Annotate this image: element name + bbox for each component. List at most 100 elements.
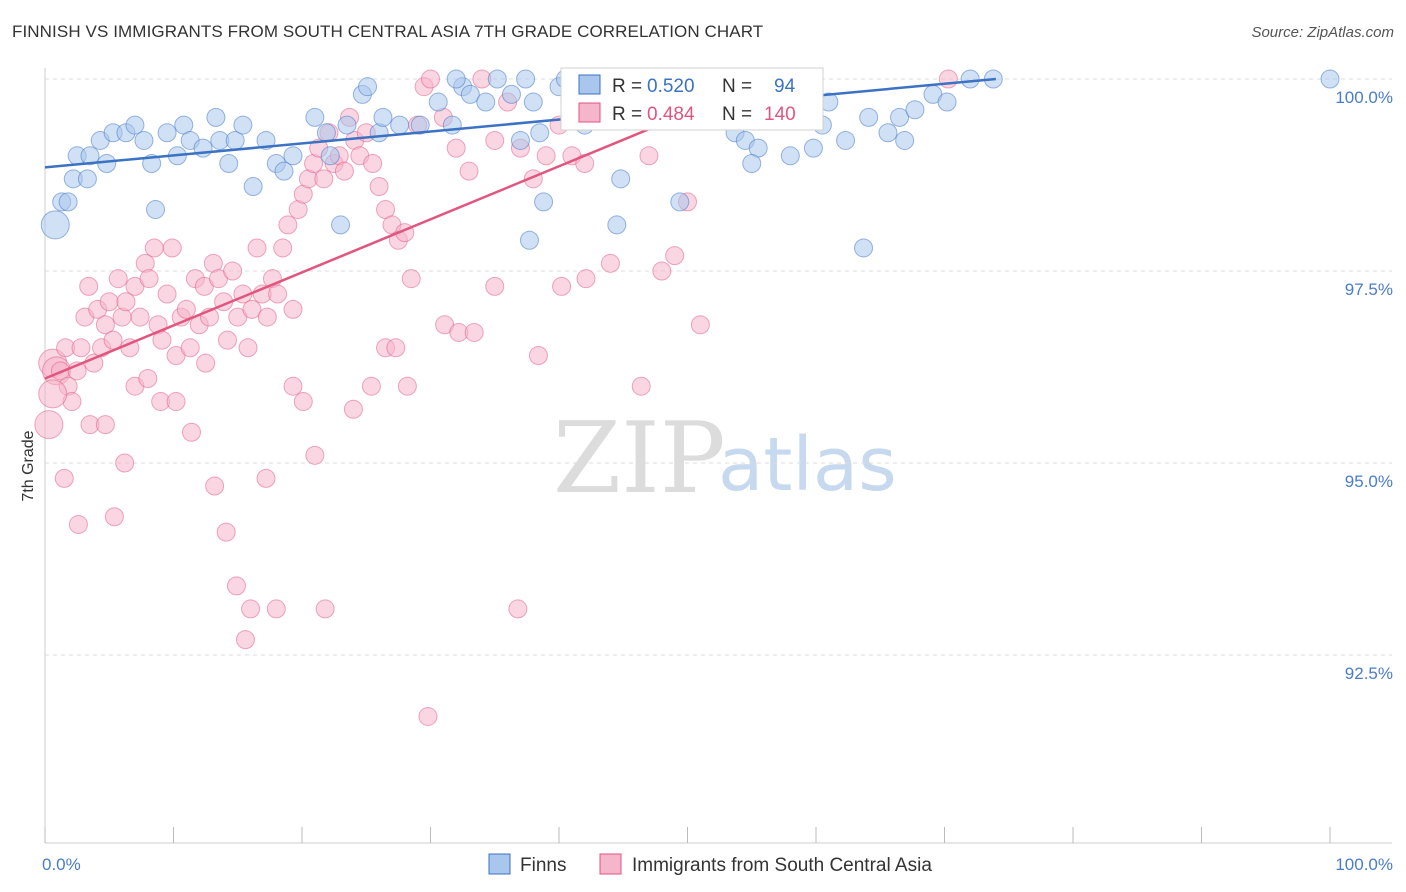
immigrants-point <box>464 322 484 342</box>
bottom-legend-swatch-finns <box>488 853 511 875</box>
immigrants-point <box>343 399 363 419</box>
watermark-zip: ZIP <box>553 402 726 516</box>
finns-point <box>358 77 378 97</box>
immigrants-point <box>68 514 88 534</box>
finns-point <box>487 69 507 89</box>
source-credit: Source: ZipAtlas.com <box>1251 24 1394 41</box>
finns-point <box>320 146 340 166</box>
finns-point <box>890 107 910 127</box>
finns-point <box>274 161 294 181</box>
finns-point <box>305 107 325 127</box>
y-tick-label: 95.0% <box>1345 472 1393 491</box>
immigrants-point <box>283 299 303 319</box>
immigrants-point <box>446 138 466 158</box>
immigrants-point <box>397 376 417 396</box>
legend-n-value-finns: 94 <box>774 76 796 97</box>
finns-point <box>256 130 276 150</box>
immigrants-point <box>631 376 651 396</box>
immigrants-point <box>38 379 68 409</box>
finns-point <box>331 215 351 235</box>
legend-box <box>560 67 824 131</box>
immigrants-point <box>181 422 201 442</box>
axes <box>44 68 1392 844</box>
finns-point <box>80 146 100 166</box>
immigrants-point <box>99 292 119 312</box>
finns-point <box>519 230 539 250</box>
immigrants-point <box>528 345 548 365</box>
immigrants-point <box>690 315 710 335</box>
immigrants-point <box>266 599 286 619</box>
immigrants-point <box>216 522 236 542</box>
finns-point <box>243 177 263 197</box>
immigrants-point <box>247 238 267 258</box>
finns-point <box>905 100 925 120</box>
finns-point <box>233 115 253 135</box>
finns-point <box>937 92 957 112</box>
immigrants-point <box>334 161 354 181</box>
finns-point <box>854 238 874 258</box>
finns-point <box>40 210 70 240</box>
finns-point <box>157 123 177 143</box>
finns-point <box>878 123 898 143</box>
immigrants-point <box>235 630 255 650</box>
immigrants-point <box>273 238 293 258</box>
immigrants-point <box>139 269 159 289</box>
immigrants-point <box>361 376 381 396</box>
immigrants-point <box>485 276 505 296</box>
immigrants-point <box>54 468 74 488</box>
series-immigrants-points <box>34 69 958 726</box>
finns-point <box>836 130 856 150</box>
finns-point <box>283 146 303 166</box>
finns-point <box>476 92 496 112</box>
series-finns-points <box>40 69 1340 258</box>
immigrants-point <box>485 130 505 150</box>
finns-point <box>803 138 823 158</box>
immigrants-point <box>95 315 115 335</box>
immigrants-point <box>116 292 136 312</box>
finns-point <box>780 146 800 166</box>
bottom-legend-swatch-immigrants <box>599 853 622 875</box>
legend-n-label-immigrants: N = <box>722 104 752 125</box>
finns-point <box>428 92 448 112</box>
finns-point <box>206 107 226 127</box>
trend-lines <box>44 77 997 380</box>
finns-point <box>446 69 466 89</box>
immigrants-point <box>938 69 958 89</box>
finns-point <box>516 69 536 89</box>
immigrants-point <box>386 338 406 358</box>
immigrants-point <box>166 392 186 412</box>
finns-point <box>611 169 631 189</box>
legend-r-value-immigrants: 0.484 <box>647 104 695 125</box>
axis-ticks: 92.5% 95.0% 97.5% 100.0% 0.0% 100.0% <box>42 88 1393 874</box>
finns-point <box>534 192 554 212</box>
immigrants-point <box>314 169 334 189</box>
watermark-atlas: atlas <box>718 422 897 508</box>
immigrants-point <box>268 284 288 304</box>
immigrants-point <box>226 576 246 596</box>
finns-point <box>146 200 166 220</box>
immigrants-point <box>144 238 164 258</box>
chart-title: FINNISH VS IMMIGRANTS FROM SOUTH CENTRAL… <box>12 22 764 41</box>
immigrants-point <box>459 161 479 181</box>
finns-point <box>410 115 430 135</box>
series-legend: Finns Immigrants from South Central Asia <box>488 853 932 876</box>
immigrants-point <box>95 415 115 435</box>
gridlines <box>45 78 1392 656</box>
x-tick-label: 0.0% <box>42 855 81 874</box>
finns-point <box>337 115 357 135</box>
immigrants-point <box>369 177 389 197</box>
immigrants-point <box>256 468 276 488</box>
immigrants-point <box>162 238 182 258</box>
immigrants-point <box>34 410 64 440</box>
immigrants-point <box>257 307 277 327</box>
immigrants-point <box>241 599 261 619</box>
immigrants-point <box>552 276 572 296</box>
finns-point <box>960 69 980 89</box>
immigrants-point <box>278 215 298 235</box>
finns-point <box>895 130 915 150</box>
y-axis-label: 7th Grade <box>20 430 37 501</box>
immigrants-point <box>138 369 158 389</box>
legend-n-value-immigrants: 140 <box>764 104 796 125</box>
immigrants-point <box>104 507 124 527</box>
